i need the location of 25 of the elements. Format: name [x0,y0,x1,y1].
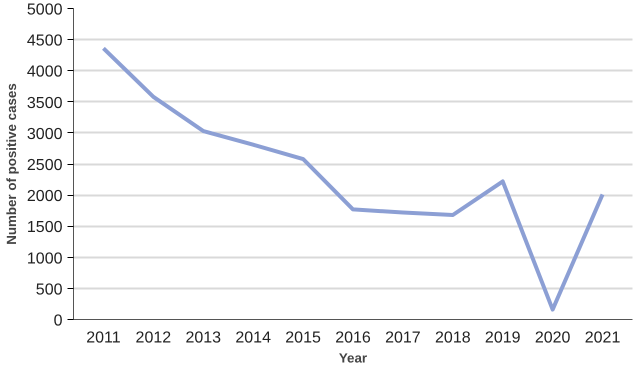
x-tick-label: 2016 [335,330,371,346]
x-tick-label: 2021 [584,330,620,346]
y-tick-label: 4000 [26,64,63,81]
y-tick-label: 4500 [26,32,63,50]
y-tick-label: 3500 [26,94,63,112]
y-tick-label: 500 [36,281,63,298]
x-tick-label: 2014 [235,330,272,346]
line-series [101,46,605,312]
x-tick-label: 2018 [435,330,471,346]
x-tick-label: 2019 [484,330,521,346]
y-tick-label: 2000 [26,188,63,206]
y-tick-label: 2500 [26,157,63,174]
x-tick-label: 2017 [385,330,421,346]
x-tick-label: 2013 [185,330,222,346]
x-tick-label: 2011 [86,330,121,346]
x-axis-title: Year [338,350,368,366]
y-tick-label: 1500 [26,219,63,236]
x-tick-label: 2020 [534,330,571,346]
y-tick-label: 5000 [26,2,63,18]
x-tick-label: 2012 [136,330,172,346]
y-tick-label: 1000 [26,250,63,268]
y-tick-label: 3000 [26,126,63,143]
x-tick-label: 2015 [285,330,321,346]
y-tick-label: 0 [54,312,63,330]
y-axis-title: Number of positive cases [4,83,19,245]
